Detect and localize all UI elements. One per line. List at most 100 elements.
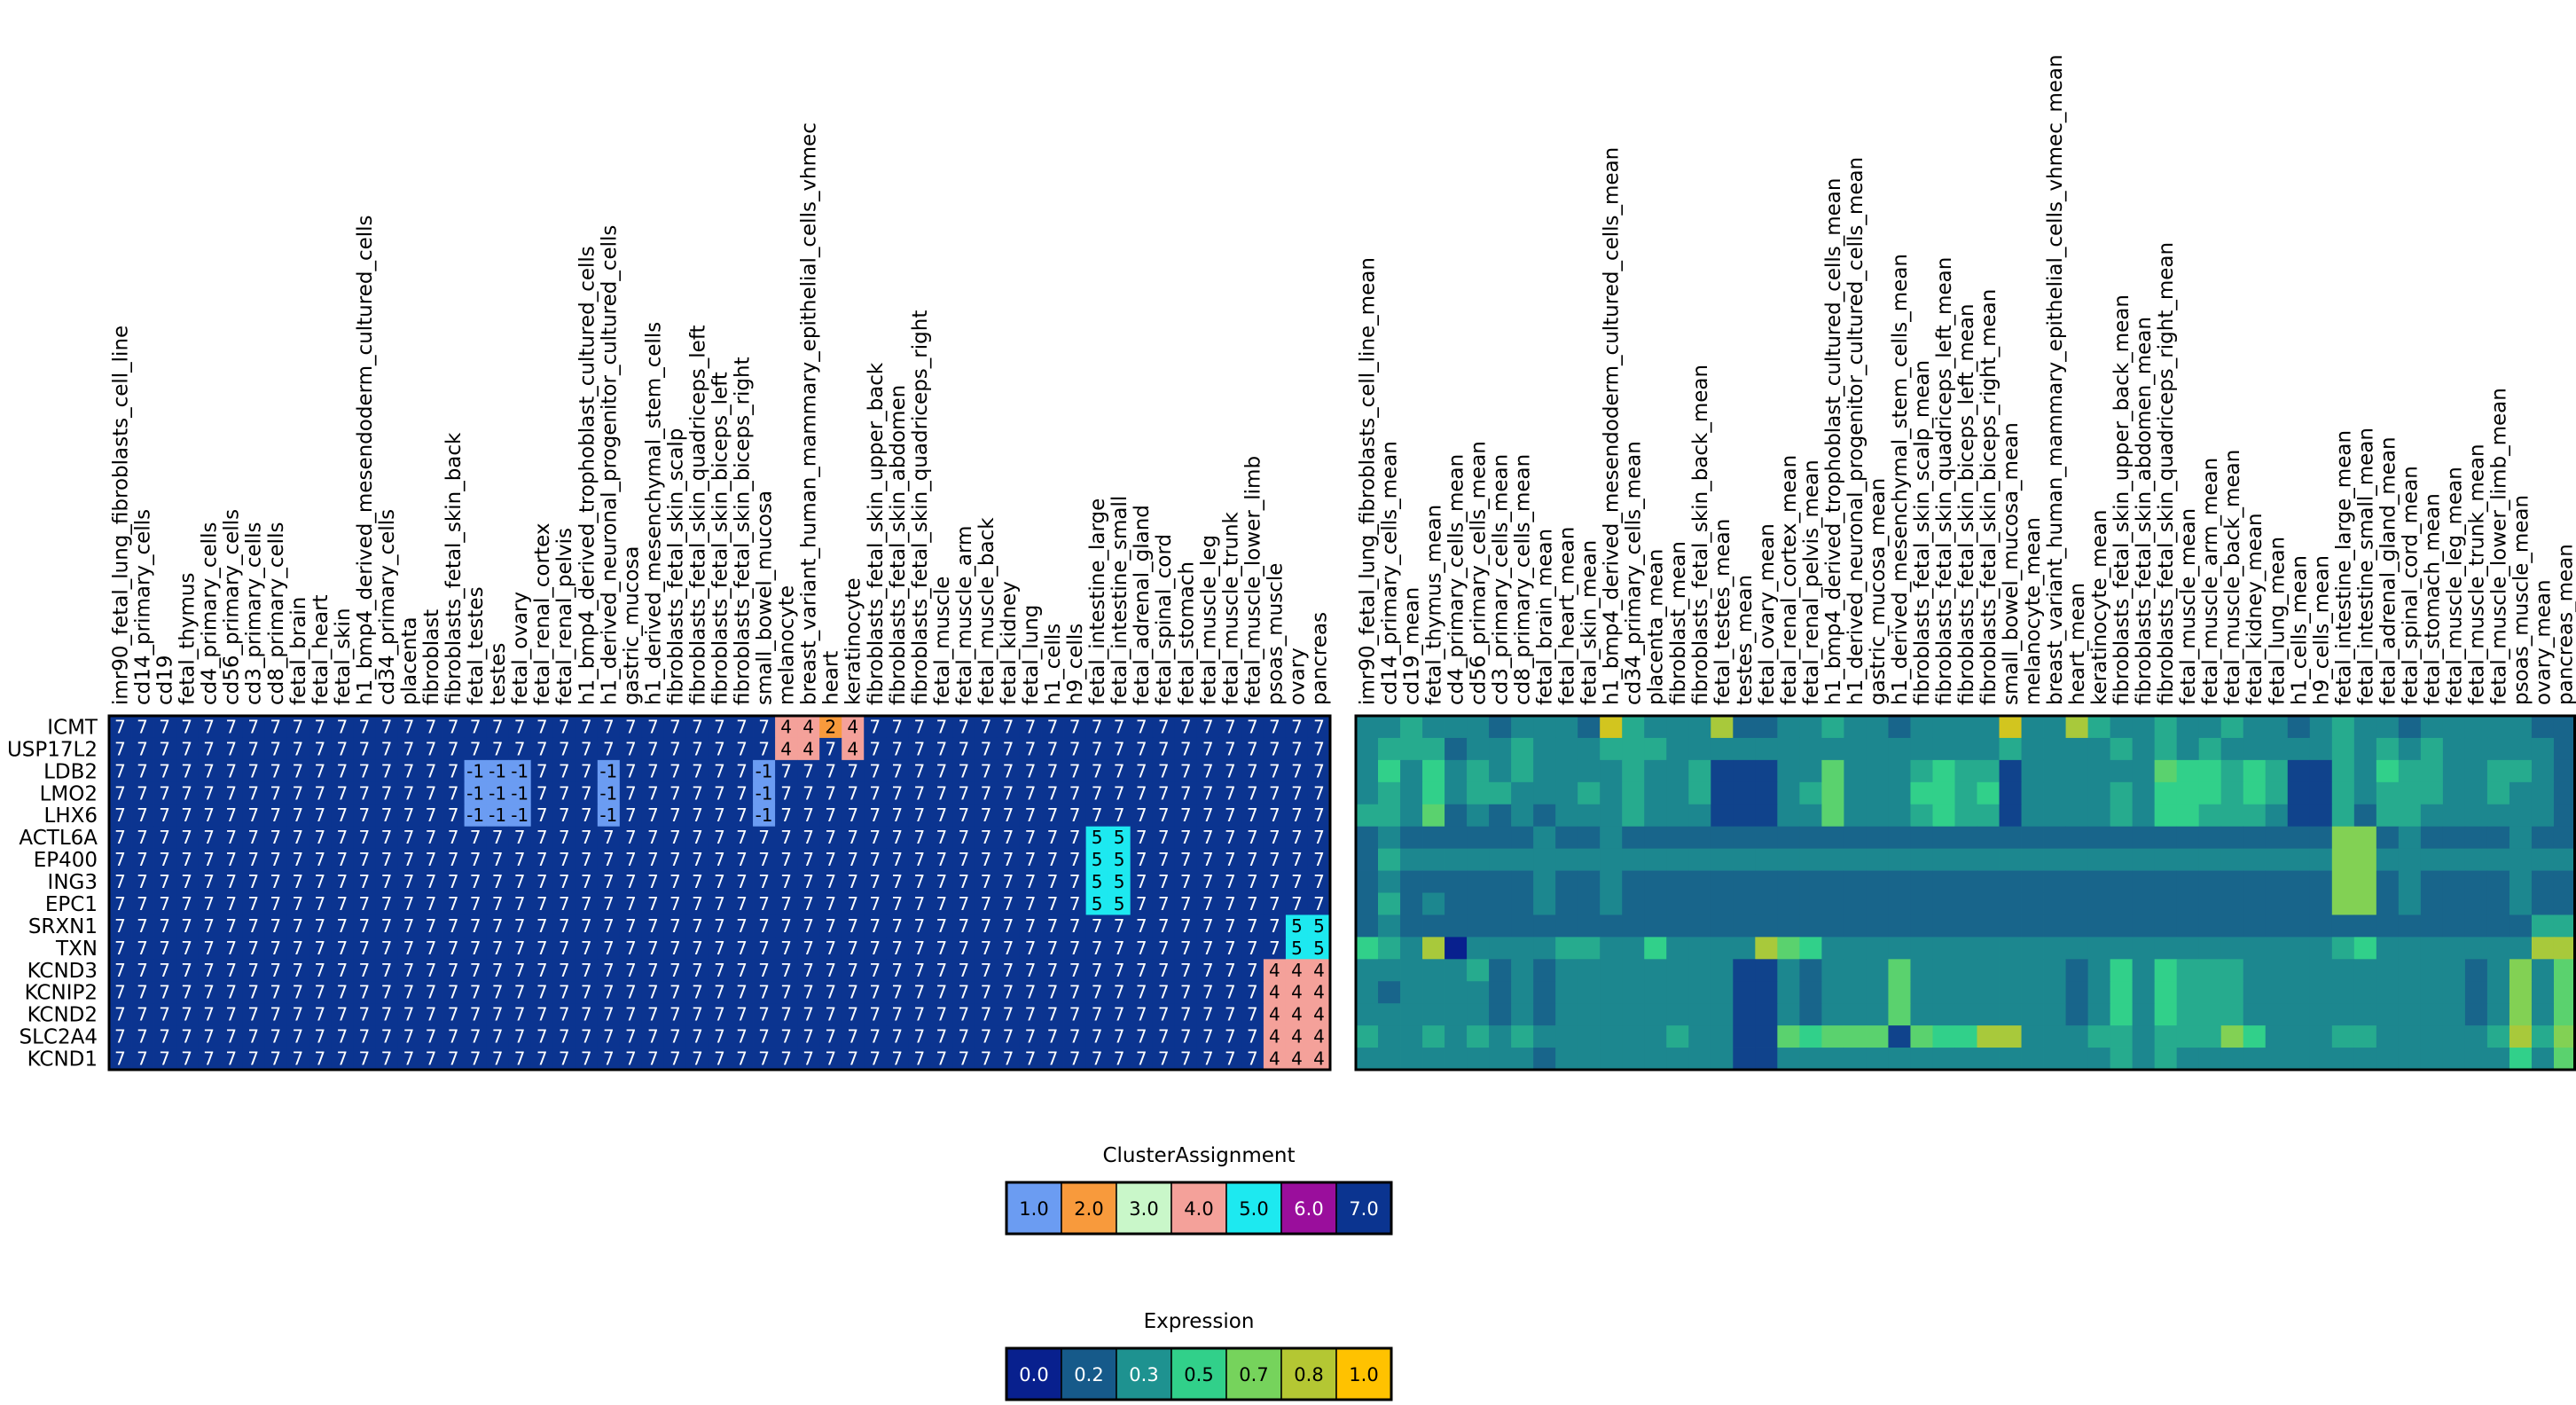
cluster-cell-label: 7 — [247, 960, 259, 981]
cluster-cell-label: 7 — [470, 1026, 482, 1048]
cluster-cell-label: 7 — [381, 960, 393, 981]
cluster-cell-label: 7 — [1313, 760, 1325, 781]
cluster-cell — [1307, 781, 1331, 805]
cluster-cell-label: 7 — [1047, 871, 1059, 892]
expression-cell — [1422, 981, 1445, 1004]
cluster-cell-label: 7 — [669, 982, 681, 1003]
cluster-cell-label: 7 — [536, 805, 548, 826]
expression-cell — [1977, 892, 2000, 915]
expression-cell — [1378, 737, 1401, 761]
expression-cell — [1866, 716, 1889, 739]
cluster-cell-label: 4 — [780, 716, 792, 737]
expression-cell — [1555, 914, 1578, 938]
cluster-cell — [753, 759, 776, 783]
cluster-cell-label: 7 — [292, 960, 303, 981]
cluster-cell — [1041, 737, 1064, 761]
cluster-cell — [220, 981, 243, 1004]
cluster-cell — [663, 737, 687, 761]
cluster-cell — [975, 826, 998, 850]
expression-cell — [2531, 892, 2555, 915]
cluster-cell-label: 7 — [426, 738, 437, 759]
cluster-cell — [153, 1048, 176, 1071]
expression-cell — [1688, 892, 1711, 915]
expression-cell — [2176, 848, 2200, 871]
cluster-cell — [819, 716, 842, 739]
cluster-cell — [198, 848, 221, 871]
cluster-cell-label: 7 — [137, 893, 148, 914]
cluster-cell — [797, 870, 820, 893]
expression-cell — [1666, 716, 1689, 739]
cluster-cell-label: 7 — [825, 1048, 836, 1070]
expression-cell — [2132, 781, 2156, 805]
expression-cell — [1400, 804, 1423, 828]
cluster-cell — [552, 1048, 576, 1071]
expression-cell — [1777, 848, 1800, 871]
cluster-cell — [930, 781, 953, 805]
cluster-cell-label: 7 — [448, 760, 459, 781]
cluster-cell-label: 7 — [337, 871, 348, 892]
cluster-cell — [641, 1048, 665, 1071]
expression-cell — [1555, 716, 1578, 739]
expression-cell — [1555, 826, 1578, 850]
expression-cell — [2287, 826, 2311, 850]
cluster-cell — [353, 1025, 376, 1048]
cluster-cell-label: 7 — [448, 738, 459, 759]
expression-cell — [1977, 804, 2000, 828]
column-label: cd14_primary_cells_mean — [1379, 441, 1402, 705]
cluster-cell-label: 7 — [1069, 871, 1081, 892]
cluster-cell-label: 7 — [736, 805, 748, 826]
cluster-cell — [842, 1003, 865, 1026]
cluster-cell-label: 7 — [581, 827, 592, 848]
cluster-cell-label: 7 — [247, 782, 259, 804]
cluster-cell-label: 7 — [1025, 1048, 1037, 1070]
expression-cell — [1688, 716, 1711, 739]
cluster-cell-label: 7 — [1025, 938, 1037, 959]
column-label: ovary — [1286, 648, 1309, 705]
expression-cell — [2265, 759, 2289, 783]
cluster-cell — [1285, 1048, 1309, 1071]
cluster-cell-label: 7 — [203, 805, 215, 826]
cluster-cell-label: 7 — [825, 760, 836, 781]
cluster-cell-label: 7 — [426, 760, 437, 781]
cluster-cell — [708, 892, 732, 915]
expression-mean-heatmap: imr90_fetal_lung_fibroblasts_cell_line_m… — [1354, 54, 2576, 1071]
cluster-cell-label: 7 — [536, 893, 548, 914]
cluster-cell — [508, 1025, 532, 1048]
cluster-cell-label: 7 — [736, 893, 748, 914]
cluster-cell — [1285, 781, 1309, 805]
column-label: fetal_kidney_mean — [2243, 513, 2267, 705]
cluster-cell-label: 7 — [1180, 716, 1192, 737]
expression-cell — [2398, 759, 2422, 783]
expression-cell — [2331, 759, 2355, 783]
expression-cell — [1777, 981, 1800, 1004]
legend-frame — [1005, 1181, 1393, 1236]
cluster-cell-label: 7 — [559, 915, 570, 937]
expression-cell — [2464, 892, 2488, 915]
cluster-cell-label: 7 — [1092, 915, 1103, 937]
expression-cell — [1445, 781, 1468, 805]
cluster-cell — [286, 981, 309, 1004]
cluster-cell — [153, 716, 176, 739]
cluster-cell-label: 7 — [936, 782, 947, 804]
cluster-cell-label: 7 — [1202, 871, 1214, 892]
column-label: ovary_mean — [2532, 579, 2555, 705]
cluster-cell-label: 7 — [758, 960, 770, 981]
cluster-cell-label: 7 — [714, 915, 725, 937]
cluster-cell — [1263, 892, 1287, 915]
cluster-cell — [1130, 716, 1154, 739]
cluster-cell — [731, 716, 754, 739]
expression-cell — [2043, 981, 2066, 1004]
cluster-cell — [1218, 937, 1242, 960]
cluster-cell-label: 7 — [1047, 782, 1059, 804]
expression-cell — [1622, 716, 1645, 739]
cluster-cell-label: 7 — [1003, 738, 1014, 759]
cluster-cell-label: 7 — [936, 827, 947, 848]
cluster-cell-label: 7 — [1158, 782, 1170, 804]
cluster-cell — [1085, 937, 1109, 960]
cluster-cell — [708, 1003, 732, 1026]
expression-cell — [2265, 826, 2289, 850]
cluster-cell-label: 7 — [1047, 893, 1059, 914]
cluster-cell — [397, 1025, 420, 1048]
cluster-cell-label: 7 — [337, 893, 348, 914]
cluster-cell-label: 7 — [448, 960, 459, 981]
